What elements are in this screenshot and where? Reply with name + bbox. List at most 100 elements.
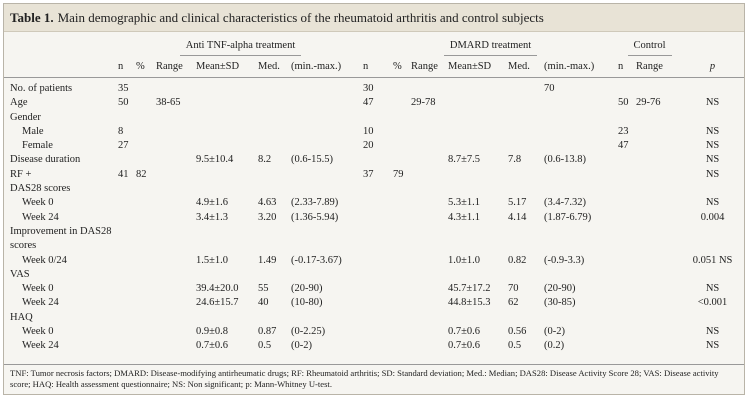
table-cell: 38-65 bbox=[156, 97, 181, 109]
empty-cell bbox=[681, 111, 744, 125]
empty-cell bbox=[544, 225, 618, 254]
empty-cell bbox=[393, 182, 411, 196]
table-cell: 5.17 bbox=[508, 197, 527, 209]
empty-cell bbox=[618, 311, 636, 325]
table-cell: 29-76 bbox=[636, 97, 661, 109]
empty-cell bbox=[136, 111, 156, 125]
table-cell: (20-90) bbox=[544, 283, 576, 295]
empty-cell bbox=[411, 296, 448, 310]
empty-cell bbox=[156, 78, 196, 97]
empty-cell bbox=[291, 125, 363, 139]
table-cell: (0.6-13.8) bbox=[544, 154, 587, 166]
empty-cell bbox=[393, 268, 411, 282]
empty-cell bbox=[156, 296, 196, 310]
row-label: Week 0/24 bbox=[22, 254, 67, 266]
empty-cell bbox=[156, 111, 196, 125]
empty-cell bbox=[363, 182, 393, 196]
column-header: p bbox=[681, 57, 745, 78]
empty-cell bbox=[363, 268, 393, 282]
empty-cell bbox=[258, 125, 291, 139]
table-cell: NS bbox=[705, 125, 720, 137]
table-cell: 7.8 bbox=[508, 154, 522, 166]
empty-cell bbox=[258, 78, 291, 97]
table-cell: 27 bbox=[118, 140, 129, 152]
empty-cell bbox=[618, 211, 636, 225]
table-cell: (0.6-15.5) bbox=[291, 154, 333, 166]
table-cell: 50 bbox=[118, 97, 129, 109]
empty-cell bbox=[636, 268, 681, 282]
table-cell: 47 bbox=[618, 140, 629, 152]
empty-cell bbox=[291, 78, 363, 97]
empty-cell bbox=[156, 311, 196, 325]
header-cell bbox=[4, 36, 118, 57]
empty-cell bbox=[136, 339, 156, 353]
column-header: Mean±SD bbox=[196, 57, 258, 78]
empty-cell bbox=[544, 168, 618, 182]
empty-cell bbox=[448, 139, 508, 153]
table-cell: (0-2.25) bbox=[291, 326, 326, 338]
empty-cell bbox=[411, 78, 448, 97]
table-cell: 0.82 bbox=[508, 254, 527, 266]
empty-cell bbox=[196, 96, 258, 110]
empty-cell bbox=[508, 111, 544, 125]
table-cell: 41 bbox=[118, 168, 129, 180]
empty-cell bbox=[393, 111, 411, 125]
empty-cell bbox=[544, 182, 618, 196]
table-cell: NS bbox=[705, 340, 720, 352]
empty-cell bbox=[448, 96, 508, 110]
column-header: Range bbox=[156, 57, 196, 78]
empty-cell bbox=[393, 339, 411, 353]
empty-cell bbox=[393, 254, 411, 268]
table-cell: (0.2) bbox=[544, 340, 565, 352]
data-table: Anti TNF-alpha treatment DMARD treatment… bbox=[4, 36, 745, 354]
table-cell: 50 bbox=[618, 97, 629, 109]
column-header: % bbox=[136, 57, 156, 78]
empty-cell bbox=[448, 268, 508, 282]
empty-cell bbox=[118, 254, 136, 268]
empty-cell bbox=[393, 296, 411, 310]
table-frame: Table 1. Main demographic and clinical ch… bbox=[3, 3, 745, 395]
table-row: Week 0 39.4±20.0 55 (20-90) 45.7±17.2 70 (20-9… bbox=[4, 282, 744, 296]
table-cell: NS bbox=[705, 197, 720, 209]
table-cell: (2.33-7.89) bbox=[291, 197, 339, 209]
empty-cell bbox=[156, 153, 196, 167]
empty-cell bbox=[636, 282, 681, 296]
empty-cell bbox=[618, 268, 636, 282]
empty-cell bbox=[136, 325, 156, 339]
column-header: Med. bbox=[258, 57, 291, 78]
empty-cell bbox=[508, 168, 544, 182]
table-row: RF + 41 82 37 79 NS bbox=[4, 168, 744, 182]
empty-cell bbox=[618, 254, 636, 268]
table-cell: 0.7±0.6 bbox=[448, 340, 481, 352]
empty-cell bbox=[508, 311, 544, 325]
table-cell: 70 bbox=[508, 283, 519, 295]
empty-cell bbox=[291, 111, 363, 125]
empty-cell bbox=[393, 225, 411, 254]
empty-cell bbox=[508, 225, 544, 254]
empty-cell bbox=[363, 153, 393, 167]
table-row: No. of patients 35 30 70 bbox=[4, 78, 744, 97]
empty-cell bbox=[411, 339, 448, 353]
table-row: Disease duration 9.5±10.4 8.2 (0.6-15.5) 8.7… bbox=[4, 153, 744, 167]
column-header: % bbox=[393, 57, 412, 78]
empty-cell bbox=[411, 111, 448, 125]
empty-cell bbox=[136, 311, 156, 325]
empty-cell bbox=[156, 211, 196, 225]
empty-cell bbox=[156, 268, 196, 282]
table-row: Gender bbox=[4, 111, 744, 125]
empty-cell bbox=[363, 211, 393, 225]
table-cell: 39.4±20.0 bbox=[196, 283, 239, 295]
empty-cell bbox=[291, 225, 363, 254]
row-label: Week 0 bbox=[22, 326, 54, 338]
empty-cell bbox=[258, 111, 291, 125]
table-cell: NS bbox=[705, 326, 720, 338]
empty-cell bbox=[118, 153, 136, 167]
empty-cell bbox=[258, 96, 291, 110]
empty-cell bbox=[258, 139, 291, 153]
table-row: Week 0/24 1.5±1.0 1.49 (-0.17-3.67) 1.0±1.0 0… bbox=[4, 254, 744, 268]
table-cell: 0.5 bbox=[258, 340, 272, 352]
row-label: Week 0 bbox=[22, 283, 54, 295]
empty-cell bbox=[136, 225, 156, 254]
table-cell: (0-2) bbox=[544, 326, 566, 338]
row-label: Week 24 bbox=[22, 297, 59, 309]
